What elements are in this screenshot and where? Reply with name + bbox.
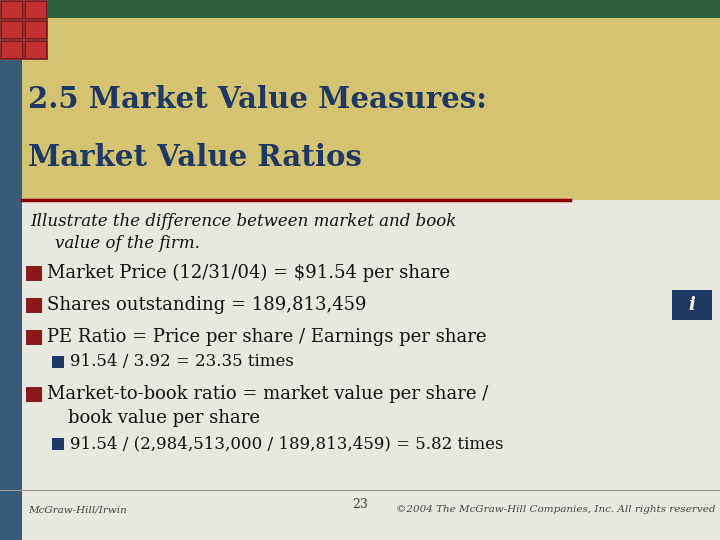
FancyBboxPatch shape bbox=[25, 1, 46, 18]
FancyBboxPatch shape bbox=[26, 298, 42, 313]
Text: 23: 23 bbox=[352, 497, 368, 510]
FancyBboxPatch shape bbox=[26, 266, 42, 281]
FancyBboxPatch shape bbox=[52, 438, 64, 450]
FancyBboxPatch shape bbox=[0, 0, 48, 60]
Text: McGraw-Hill/Irwin: McGraw-Hill/Irwin bbox=[28, 505, 127, 515]
Text: 91.54 / 3.92 = 23.35 times: 91.54 / 3.92 = 23.35 times bbox=[70, 354, 294, 370]
Text: 91.54 / (2,984,513,000 / 189,813,459) = 5.82 times: 91.54 / (2,984,513,000 / 189,813,459) = … bbox=[70, 435, 503, 453]
Text: ©2004 The McGraw-Hill Companies, Inc. All rights reserved: ©2004 The McGraw-Hill Companies, Inc. Al… bbox=[395, 505, 715, 515]
FancyBboxPatch shape bbox=[0, 0, 720, 18]
FancyBboxPatch shape bbox=[1, 1, 22, 18]
Text: Illustrate the difference between market and book: Illustrate the difference between market… bbox=[30, 213, 456, 231]
Text: value of the firm.: value of the firm. bbox=[55, 234, 200, 252]
Text: 2.5 Market Value Measures:: 2.5 Market Value Measures: bbox=[28, 85, 487, 114]
FancyBboxPatch shape bbox=[52, 356, 64, 368]
Text: Shares outstanding = 189,813,459: Shares outstanding = 189,813,459 bbox=[47, 296, 366, 314]
FancyBboxPatch shape bbox=[26, 330, 42, 345]
FancyBboxPatch shape bbox=[25, 21, 46, 38]
Text: i: i bbox=[688, 296, 696, 314]
FancyBboxPatch shape bbox=[0, 18, 720, 200]
FancyBboxPatch shape bbox=[672, 290, 712, 320]
Text: PE Ratio = Price per share / Earnings per share: PE Ratio = Price per share / Earnings pe… bbox=[47, 328, 487, 346]
Text: Market Value Ratios: Market Value Ratios bbox=[28, 144, 362, 172]
FancyBboxPatch shape bbox=[0, 0, 22, 540]
FancyBboxPatch shape bbox=[25, 41, 46, 58]
Text: Market Price (12/31/04) = $91.54 per share: Market Price (12/31/04) = $91.54 per sha… bbox=[47, 264, 450, 282]
Text: book value per share: book value per share bbox=[68, 409, 260, 427]
FancyBboxPatch shape bbox=[1, 21, 22, 38]
Text: Market-to-book ratio = market value per share /: Market-to-book ratio = market value per … bbox=[47, 385, 488, 403]
FancyBboxPatch shape bbox=[1, 41, 22, 58]
FancyBboxPatch shape bbox=[26, 387, 42, 402]
